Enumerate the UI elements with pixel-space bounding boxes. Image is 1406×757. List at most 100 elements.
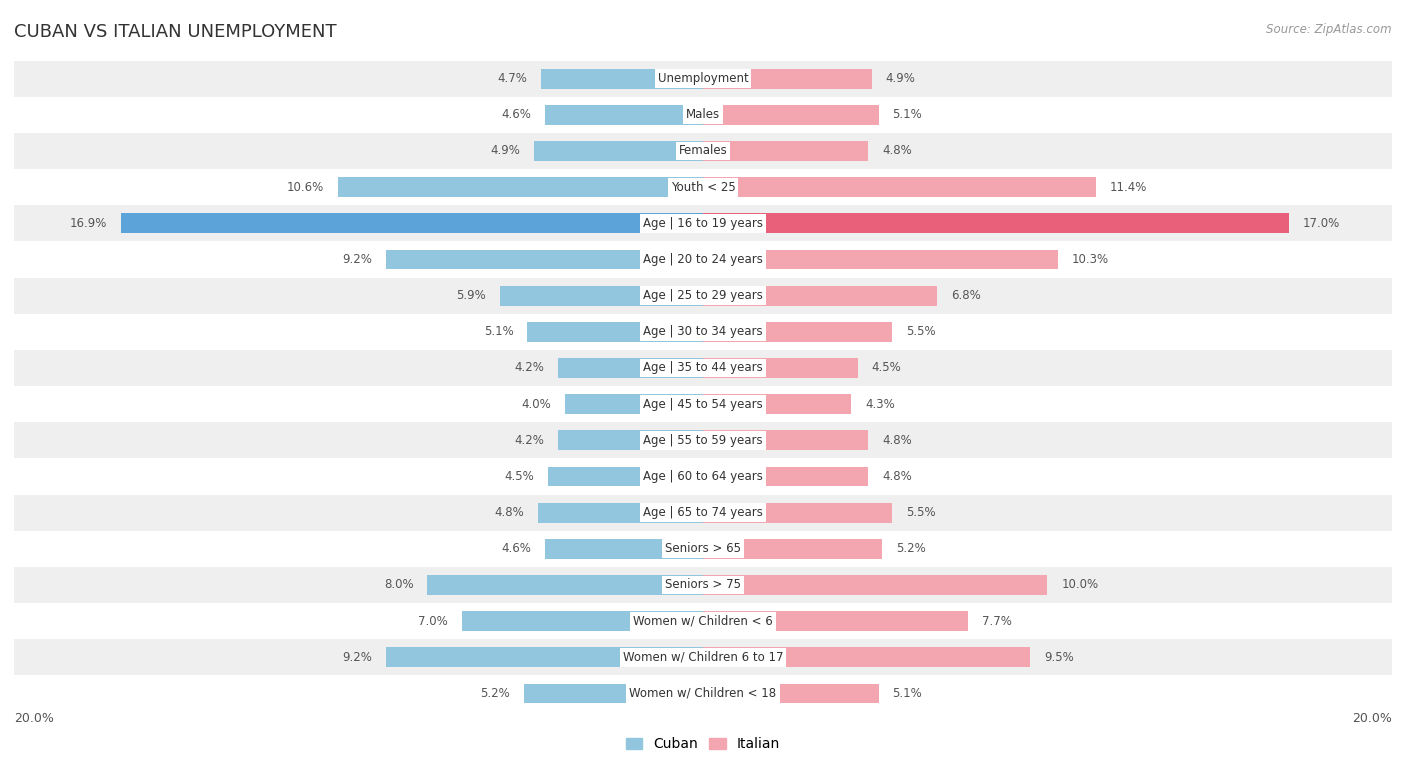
Bar xyxy=(537,503,703,522)
Text: 7.0%: 7.0% xyxy=(419,615,449,628)
Bar xyxy=(703,575,1047,595)
Bar xyxy=(14,639,1392,675)
Bar xyxy=(703,250,1057,269)
Bar xyxy=(703,177,1095,197)
Bar xyxy=(14,603,1392,639)
Text: Age | 55 to 59 years: Age | 55 to 59 years xyxy=(643,434,763,447)
Text: Unemployment: Unemployment xyxy=(658,72,748,85)
Text: 5.5%: 5.5% xyxy=(907,506,936,519)
Text: 4.2%: 4.2% xyxy=(515,362,544,375)
Bar xyxy=(14,205,1392,241)
Text: Females: Females xyxy=(679,145,727,157)
Bar xyxy=(14,675,1392,712)
Bar xyxy=(14,241,1392,278)
Bar xyxy=(703,141,869,161)
Text: 4.7%: 4.7% xyxy=(498,72,527,85)
Bar xyxy=(703,394,851,414)
Bar xyxy=(14,169,1392,205)
Bar xyxy=(14,422,1392,459)
Text: 4.8%: 4.8% xyxy=(882,145,912,157)
Text: 5.5%: 5.5% xyxy=(907,326,936,338)
Bar xyxy=(703,539,882,559)
Bar xyxy=(427,575,703,595)
Text: Women w/ Children < 6: Women w/ Children < 6 xyxy=(633,615,773,628)
Bar xyxy=(703,466,869,487)
Text: 10.6%: 10.6% xyxy=(287,181,323,194)
Text: 4.0%: 4.0% xyxy=(522,397,551,410)
Bar xyxy=(534,141,703,161)
Text: 5.1%: 5.1% xyxy=(484,326,513,338)
Bar xyxy=(565,394,703,414)
Bar xyxy=(527,322,703,341)
Bar xyxy=(14,459,1392,494)
Text: 20.0%: 20.0% xyxy=(14,712,53,724)
Text: Youth < 25: Youth < 25 xyxy=(671,181,735,194)
Text: Women w/ Children 6 to 17: Women w/ Children 6 to 17 xyxy=(623,651,783,664)
Bar xyxy=(541,69,703,89)
Bar xyxy=(703,285,938,306)
Bar xyxy=(14,313,1392,350)
Bar xyxy=(14,133,1392,169)
Text: Seniors > 65: Seniors > 65 xyxy=(665,542,741,556)
Bar xyxy=(14,97,1392,133)
Text: Women w/ Children < 18: Women w/ Children < 18 xyxy=(630,687,776,700)
Bar xyxy=(703,105,879,125)
Bar xyxy=(703,431,869,450)
Bar xyxy=(703,647,1031,667)
Text: Age | 45 to 54 years: Age | 45 to 54 years xyxy=(643,397,763,410)
Bar xyxy=(14,494,1392,531)
Bar xyxy=(703,684,879,703)
Bar xyxy=(703,213,1289,233)
Bar xyxy=(558,358,703,378)
Bar xyxy=(703,611,969,631)
Text: 7.7%: 7.7% xyxy=(981,615,1012,628)
Text: 10.3%: 10.3% xyxy=(1071,253,1109,266)
Bar xyxy=(14,278,1392,313)
Text: 9.5%: 9.5% xyxy=(1045,651,1074,664)
Text: Age | 25 to 29 years: Age | 25 to 29 years xyxy=(643,289,763,302)
Bar xyxy=(558,431,703,450)
Text: 5.2%: 5.2% xyxy=(481,687,510,700)
Bar xyxy=(461,611,703,631)
Bar xyxy=(14,531,1392,567)
Text: 4.8%: 4.8% xyxy=(882,470,912,483)
Bar xyxy=(499,285,703,306)
Text: 4.3%: 4.3% xyxy=(865,397,894,410)
Bar xyxy=(14,567,1392,603)
Text: Age | 65 to 74 years: Age | 65 to 74 years xyxy=(643,506,763,519)
Text: Age | 60 to 64 years: Age | 60 to 64 years xyxy=(643,470,763,483)
Text: 8.0%: 8.0% xyxy=(384,578,413,591)
Text: Age | 35 to 44 years: Age | 35 to 44 years xyxy=(643,362,763,375)
Bar xyxy=(14,350,1392,386)
Text: Seniors > 75: Seniors > 75 xyxy=(665,578,741,591)
Legend: Cuban, Italian: Cuban, Italian xyxy=(620,731,786,757)
Text: Age | 16 to 19 years: Age | 16 to 19 years xyxy=(643,217,763,230)
Text: 4.6%: 4.6% xyxy=(501,542,531,556)
Bar xyxy=(544,105,703,125)
Text: 11.4%: 11.4% xyxy=(1109,181,1147,194)
Bar xyxy=(387,250,703,269)
Text: Source: ZipAtlas.com: Source: ZipAtlas.com xyxy=(1267,23,1392,36)
Text: 9.2%: 9.2% xyxy=(343,253,373,266)
Text: 4.5%: 4.5% xyxy=(872,362,901,375)
Text: 4.8%: 4.8% xyxy=(882,434,912,447)
Text: Males: Males xyxy=(686,108,720,121)
Text: Age | 30 to 34 years: Age | 30 to 34 years xyxy=(643,326,763,338)
Bar xyxy=(337,177,703,197)
Text: 6.8%: 6.8% xyxy=(950,289,981,302)
Text: 4.9%: 4.9% xyxy=(886,72,915,85)
Bar xyxy=(703,69,872,89)
Bar xyxy=(387,647,703,667)
Text: 5.9%: 5.9% xyxy=(456,289,486,302)
Text: 5.1%: 5.1% xyxy=(893,687,922,700)
Text: 4.9%: 4.9% xyxy=(491,145,520,157)
Text: 20.0%: 20.0% xyxy=(1353,712,1392,724)
Text: 16.9%: 16.9% xyxy=(70,217,107,230)
Bar xyxy=(703,322,893,341)
Bar xyxy=(544,539,703,559)
Text: 4.2%: 4.2% xyxy=(515,434,544,447)
Text: 10.0%: 10.0% xyxy=(1062,578,1098,591)
Text: Age | 20 to 24 years: Age | 20 to 24 years xyxy=(643,253,763,266)
Bar xyxy=(524,684,703,703)
Bar xyxy=(548,466,703,487)
